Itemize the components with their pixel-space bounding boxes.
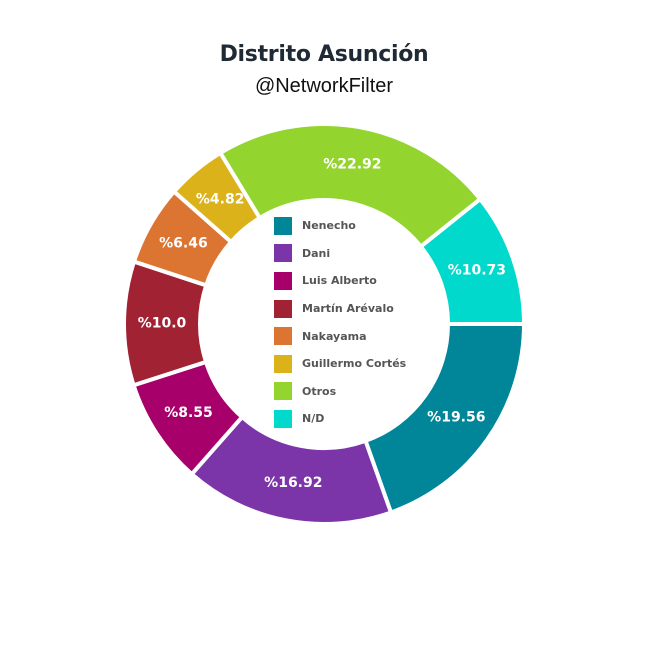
- slice-value-label: %10.73: [448, 262, 506, 278]
- legend-label: Otros: [302, 384, 337, 398]
- slice-value-label: %19.56: [427, 409, 485, 425]
- legend-label: Dani: [302, 246, 331, 260]
- donut-slice: [418, 196, 527, 326]
- chart-subtitle: @NetworkFilter: [254, 75, 394, 97]
- legend-label: Nakayama: [302, 329, 367, 343]
- legend-swatch: [274, 409, 292, 428]
- legend-item: Nenecho: [274, 212, 434, 240]
- slice-value-label: %10.0: [138, 315, 187, 331]
- legend-label: Guillermo Cortés: [302, 357, 407, 371]
- legend-item: Dani: [274, 240, 434, 268]
- legend-item: Luis Alberto: [274, 267, 434, 295]
- chart-title: Distrito Asunción: [219, 42, 429, 67]
- legend-item: Nakayama: [274, 322, 434, 350]
- slice-value-label: %16.92: [264, 475, 322, 491]
- legend-item: Martín Arévalo: [274, 295, 434, 323]
- legend-label: N/D: [302, 412, 325, 426]
- legend-label: Martín Arévalo: [302, 302, 394, 316]
- legend-item: N/D: [274, 405, 434, 433]
- legend-swatch: [274, 244, 292, 263]
- legend-swatch: [274, 216, 292, 235]
- slice-value-label: %4.82: [196, 192, 245, 208]
- legend-swatch: [274, 327, 292, 346]
- chart-legend: Nenecho Dani Luis Alberto Martín Arévalo Nak…: [274, 212, 434, 433]
- slice-value-label: %8.55: [164, 405, 213, 421]
- legend-label: Nenecho: [302, 219, 356, 233]
- legend-swatch: [274, 382, 292, 401]
- legend-label: Luis Alberto: [302, 274, 377, 288]
- legend-item: Otros: [274, 378, 434, 406]
- legend-item: Guillermo Cortés: [274, 350, 434, 378]
- slice-value-label: %6.46: [159, 235, 208, 251]
- slice-value-label: %22.92: [323, 157, 381, 173]
- legend-swatch: [274, 299, 292, 318]
- donut-slice: [217, 122, 484, 250]
- legend-swatch: [274, 271, 292, 290]
- legend-swatch: [274, 354, 292, 373]
